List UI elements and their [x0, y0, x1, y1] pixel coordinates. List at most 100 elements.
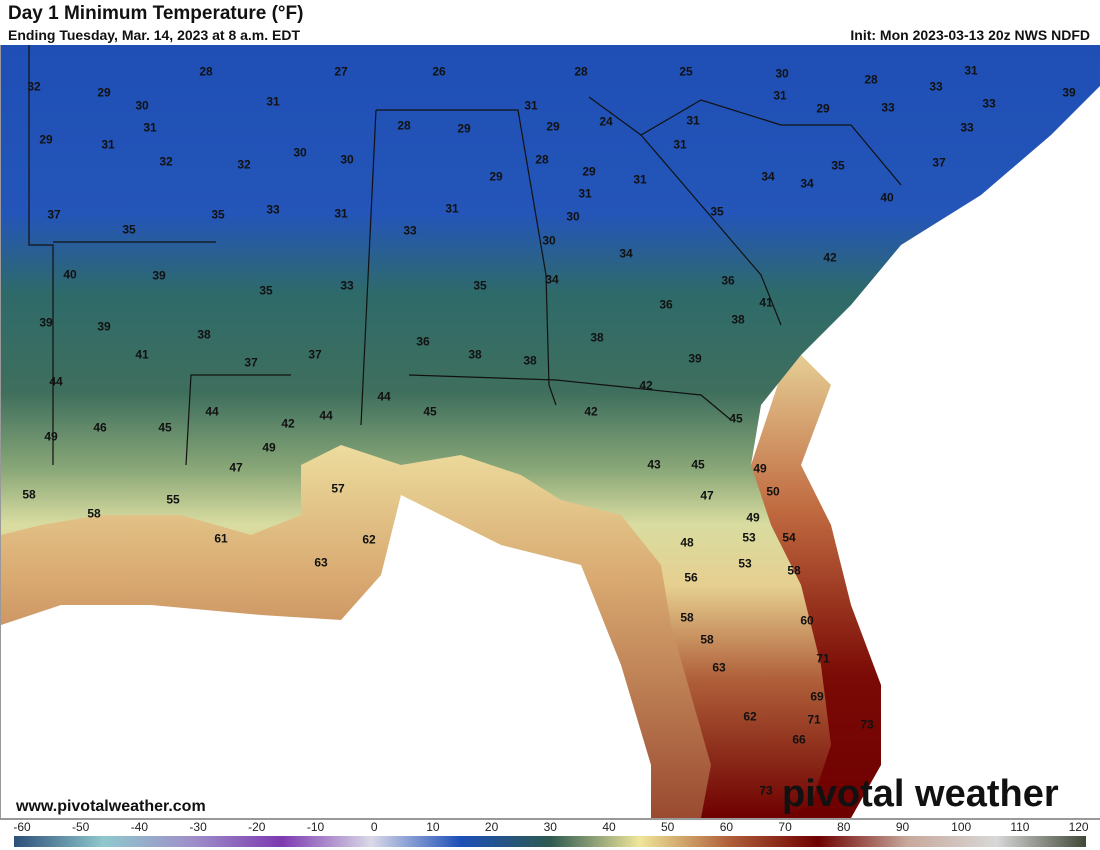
temperature-label: 54 [782, 530, 796, 545]
temperature-label: 31 [524, 98, 538, 113]
temperature-label: 69 [810, 689, 824, 704]
temperature-label: 36 [416, 334, 430, 349]
land-shading [1, 45, 1100, 818]
temperature-label: 58 [22, 487, 36, 502]
map-title: Day 1 Minimum Temperature (°F) [8, 3, 304, 24]
colorbar-tick: -50 [72, 820, 90, 834]
temperature-label: 45 [158, 420, 172, 435]
temperature-label: 30 [542, 233, 556, 248]
temperature-label: 35 [831, 158, 845, 173]
temperature-label: 37 [932, 155, 946, 170]
temperature-label: 38 [731, 312, 745, 327]
temperature-label: 49 [753, 461, 767, 476]
temperature-label: 29 [816, 101, 830, 116]
colorbar-tick: -60 [13, 820, 31, 834]
temperature-label: 36 [659, 297, 673, 312]
colorbar-tick: 70 [778, 820, 792, 834]
colorbar-tick: 110 [1010, 820, 1030, 834]
colorbar-tick: 100 [951, 820, 972, 834]
temperature-label: 31 [266, 94, 280, 109]
temperature-label: 63 [712, 660, 726, 675]
colorbar-tick: -40 [130, 820, 149, 834]
temperature-label: 49 [746, 510, 760, 525]
temperature-label: 62 [362, 532, 376, 547]
temperature-label: 45 [691, 457, 705, 472]
temperature-label: 42 [639, 378, 653, 393]
temperature-label: 31 [101, 137, 115, 152]
temperature-label: 32 [159, 154, 173, 169]
temperature-label: 37 [244, 355, 258, 370]
temperature-label: 33 [266, 202, 280, 217]
temperature-label: 66 [792, 732, 806, 747]
website-link[interactable]: www.pivotalweather.com [16, 798, 206, 815]
temperature-label: 42 [281, 416, 295, 431]
temperature-label: 37 [308, 347, 322, 362]
temperature-label: 33 [403, 223, 417, 238]
temperature-label: 31 [686, 113, 700, 128]
temperature-label: 55 [166, 492, 180, 507]
temperature-label: 29 [39, 132, 53, 147]
valid-time: Ending Tuesday, Mar. 14, 2023 at 8 a.m. … [8, 27, 301, 43]
temperature-label: 58 [87, 506, 101, 521]
temperature-label: 44 [205, 404, 219, 419]
temperature-label: 43 [647, 457, 661, 472]
colorbar-tick: -20 [248, 820, 266, 834]
temperature-label: 32 [237, 157, 251, 172]
temperature-label: 44 [49, 374, 63, 389]
temperature-label: 29 [489, 169, 503, 184]
colorbar-tick: 120 [1068, 820, 1089, 834]
temperature-label: 73 [860, 717, 874, 732]
colorbar-tick: 80 [837, 820, 851, 834]
temperature-label: 28 [199, 64, 213, 79]
temperature-label: 49 [262, 440, 276, 455]
pivotal-weather-logo: pivotal weather [782, 773, 1059, 815]
colorbar-tick: 0 [370, 820, 378, 834]
temperature-label: 73 [759, 783, 773, 798]
temperature-label: 38 [523, 353, 537, 368]
temperature-label: 58 [680, 610, 694, 625]
temperature-label: 33 [929, 79, 943, 94]
init-time: Init: Mon 2023-03-13 20z NWS NDFD [850, 27, 1090, 43]
temperature-label: 44 [319, 408, 333, 423]
temperature-label: 71 [816, 651, 830, 666]
temperature-label: 38 [468, 347, 482, 362]
colorbar-tick: 60 [719, 820, 734, 834]
colorbar-tick: 50 [661, 820, 675, 834]
temperature-label: 71 [807, 712, 821, 727]
temperature-label: 41 [759, 295, 773, 310]
temperature-label: 34 [545, 272, 559, 287]
temperature-label: 47 [229, 460, 243, 475]
temperature-label: 33 [881, 100, 895, 115]
temperature-label: 39 [688, 351, 702, 366]
temperature-label: 63 [314, 555, 328, 570]
temperature-label: 56 [684, 570, 698, 585]
temperature-label: 26 [432, 64, 446, 79]
temperature-label: 25 [679, 64, 693, 79]
temperature-label: 42 [584, 404, 598, 419]
temperature-label: 38 [197, 327, 211, 342]
temperature-label: 35 [473, 278, 487, 293]
temperature-label: 45 [423, 404, 437, 419]
temperature-label: 31 [773, 88, 787, 103]
temperature-label: 28 [864, 72, 878, 87]
temperature-label: 42 [823, 250, 837, 265]
temperature-label: 62 [743, 709, 757, 724]
temperature-label: 50 [766, 484, 780, 499]
colorbar-tick: 20 [484, 820, 499, 834]
temperature-label: 37 [47, 207, 61, 222]
temperature-label: 58 [700, 632, 714, 647]
temperature-label: 30 [340, 152, 354, 167]
temperature-label: 31 [673, 137, 687, 152]
temperature-map[interactable]: 32 29 28 27 26 28 25 30 28 31 33 33 39 30 31 31 29 24 31 31… [0, 45, 1100, 818]
temperature-label: 44 [377, 389, 391, 404]
temperature-label: 33 [982, 96, 996, 111]
colorbar-tick: 90 [895, 820, 910, 834]
temperature-label: 29 [582, 164, 596, 179]
temperature-label: 30 [775, 66, 789, 81]
temperature-label: 35 [710, 204, 724, 219]
temperature-label: 29 [97, 85, 111, 100]
temperature-label: 61 [214, 531, 228, 546]
temperature-label: 31 [578, 186, 592, 201]
temperature-label: 27 [334, 64, 348, 79]
temperature-label: 39 [39, 315, 53, 330]
